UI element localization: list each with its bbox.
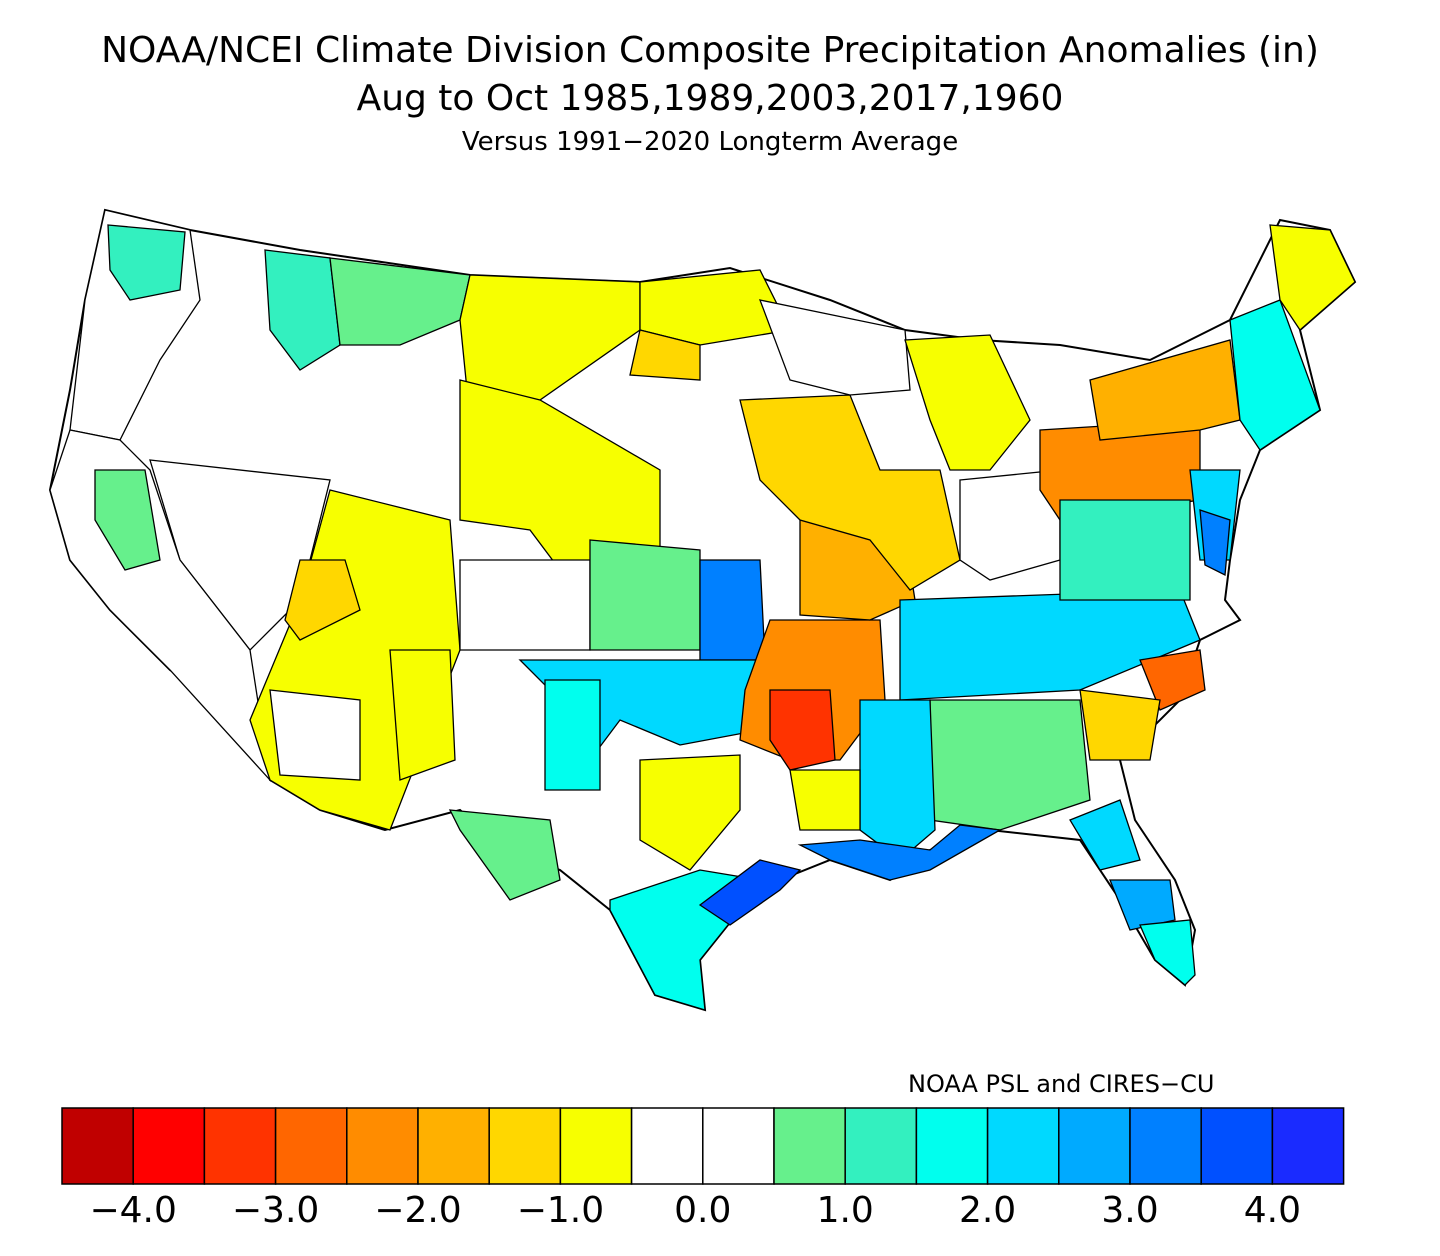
region-iowa-illinois [739, 394, 961, 591]
region-dakotas-north [639, 269, 791, 346]
colorbar-tick-label: −3.0 [232, 1190, 319, 1231]
colorbar-cell [773, 1107, 846, 1185]
region-arkansas-core [769, 689, 836, 771]
region-florida-south [1139, 919, 1196, 986]
colorbar-cell [559, 1107, 633, 1185]
colorbar-cell [1271, 1107, 1345, 1185]
region-florida-central [1109, 879, 1176, 931]
us-climate-division-map [48, 208, 1357, 1012]
region-new-england [1229, 299, 1321, 451]
region-idaho-panhandle [264, 249, 341, 371]
colorbar-cell [630, 1107, 704, 1185]
colorbar-tick-label: 3.0 [1101, 1190, 1158, 1231]
colorbar-cell [132, 1107, 206, 1185]
region-carolinas-west [1079, 689, 1161, 761]
region-dakotas-south [629, 329, 701, 381]
colorbar-cell [986, 1107, 1060, 1185]
region-florida-north [1069, 799, 1141, 871]
colorbar-cell [1200, 1107, 1274, 1185]
colorbar-tick-label: −2.0 [374, 1190, 461, 1231]
colorbar-tick-label: −4.0 [89, 1190, 176, 1231]
region-delmarva [1199, 509, 1231, 577]
colorbar-cell [1129, 1107, 1202, 1185]
region-montana-west [329, 257, 471, 346]
colorbar-cell [61, 1107, 134, 1185]
map-title: NOAA/NCEI Climate Division Composite Pre… [101, 30, 1319, 71]
region-washington-cascades [107, 224, 186, 301]
region-maine [1269, 224, 1356, 331]
region-west-texas [448, 809, 561, 901]
region-louisiana-north [789, 769, 861, 831]
region-california-sierra [94, 469, 161, 571]
region-new-york [1089, 339, 1241, 441]
colorbar-tick-label: 1.0 [817, 1190, 874, 1231]
region-texas-central [639, 754, 741, 871]
region-michigan [904, 334, 1031, 471]
region-arizona-southwest [269, 689, 361, 781]
map-baseline-note: Versus 1991−2020 Longterm Average [461, 127, 959, 157]
region-texas-gulf-coast [698, 859, 802, 926]
region-wisconsin-minnesota [758, 299, 911, 396]
region-texas-panhandle [544, 679, 601, 791]
region-virginias [1059, 499, 1191, 601]
colorbar-cell [915, 1107, 989, 1185]
colorbar-cell [346, 1107, 419, 1185]
colorbar-cell [488, 1107, 562, 1185]
region-gulf-coast [797, 824, 1003, 881]
region-utah-southwest [284, 559, 361, 641]
colorbar-tick-label: −1.0 [517, 1190, 604, 1231]
credit-label: NOAA PSL and CIRES−CU [908, 1070, 1215, 1098]
colorbar-cell [203, 1107, 277, 1185]
colorbar-cell [844, 1107, 918, 1185]
region-north-carolina-east [1139, 649, 1206, 711]
colorbar-cell [274, 1107, 348, 1185]
colorbar-tick-label: 4.0 [1244, 1190, 1301, 1231]
colorbar-tick-label: 0.0 [674, 1190, 731, 1231]
colorbar-cell [702, 1107, 775, 1185]
region-new-mexico-east [389, 649, 456, 781]
colorbar-cell [1058, 1107, 1131, 1185]
colorbar-cell [417, 1107, 490, 1185]
map-subtitle: Aug to Oct 1985,1989,2003,2017,1960 [356, 78, 1064, 119]
colorbar-tick-label: 2.0 [959, 1190, 1016, 1231]
